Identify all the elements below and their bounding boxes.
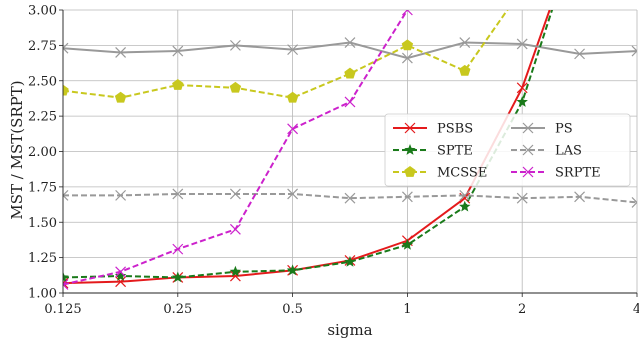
y-tick-label: 1.25	[28, 251, 57, 266]
y-tick-label: 3.00	[28, 4, 57, 19]
data-point	[115, 92, 126, 103]
y-tick-label: 2.50	[28, 74, 57, 89]
y-tick-label: 2.00	[28, 145, 57, 160]
data-point	[230, 224, 240, 234]
legend-label: MCSSE	[437, 166, 487, 181]
data-point	[287, 92, 298, 103]
series-las	[58, 189, 639, 207]
x-tick-label: 4	[633, 302, 639, 317]
legend-label: PSBS	[437, 122, 473, 137]
x-tick-label: 0.125	[44, 302, 81, 317]
x-axis-title: sigma	[327, 321, 372, 339]
y-tick-label: 2.25	[28, 110, 57, 125]
data-point	[344, 68, 355, 79]
data-point	[402, 39, 413, 50]
data-point	[345, 97, 355, 107]
data-point	[230, 82, 241, 93]
legend-label: PS	[555, 122, 573, 137]
y-tick-label: 1.75	[28, 180, 57, 195]
legend: PSBS PS SPTE LAS MCSSE SRPTE	[385, 114, 630, 186]
x-tick-label: 2	[518, 302, 526, 317]
x-tick-label: 1	[403, 302, 411, 317]
legend-label: LAS	[555, 144, 582, 159]
y-tick-label: 2.75	[28, 39, 57, 54]
x-tick-label: 0.5	[282, 302, 303, 317]
y-axis-title: MST / MST(SRPT)	[8, 80, 26, 219]
series-line	[63, 43, 637, 59]
legend-label: SRPTE	[555, 166, 601, 181]
y-tick-label: 1.50	[28, 216, 57, 231]
x-tick-label: 0.25	[163, 302, 192, 317]
series-ps	[58, 38, 639, 64]
y-tick-label: 1.00	[28, 287, 57, 302]
legend-label: SPTE	[437, 144, 473, 159]
